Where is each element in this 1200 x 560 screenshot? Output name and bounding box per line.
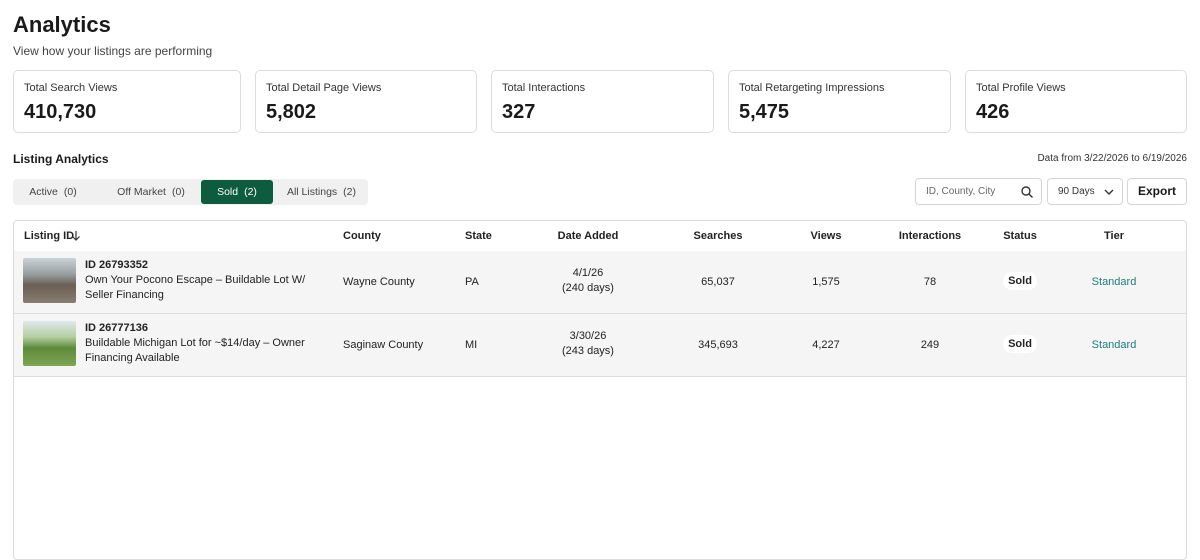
tab[interactable]: All Listings (2) [275,179,368,205]
table-row: ID 26793352 Own Your Pocono Escape – Buil… [14,251,1186,314]
column-header: Status [1003,230,1037,242]
listing-title[interactable]: Own Your Pocono Escape – Buildable Lot W… [85,274,306,301]
tab-label: Off Market [117,186,166,198]
stat-card: Total Interactions 327 [491,70,714,133]
interactions: 78 [923,276,937,288]
county: Saginaw County [343,339,424,351]
state: MI [465,339,478,351]
chevron [1104,189,1114,195]
period-dropdown[interactable]: 90 Days [1047,178,1123,205]
tab[interactable]: Active (0) [13,179,93,205]
status-badge: Sold [1003,335,1037,353]
searches: 345,693 [698,339,738,351]
stat-label: Total Interactions [502,82,586,94]
table-row: ID 26777136 Buildable Michigan Lot for ~$… [14,314,1186,377]
tab-count: (2) [244,186,257,198]
listing-title[interactable]: Buildable Michigan Lot for ~$14/day – Ow… [85,337,305,364]
interactions: 249 [920,339,940,351]
tier-link[interactable]: Standard [1091,339,1137,351]
status-badge: Sold [1003,272,1037,290]
stat-label: Total Retargeting Impressions [739,82,885,94]
stat-value: 426 [976,101,1010,123]
page-subtitle: View how your listings are performing [13,44,213,58]
stat-label: Total Profile Views [976,82,1066,94]
searches: 65,037 [701,276,735,288]
stat-card: Total Search Views 410,730 [13,70,241,133]
search-placeholder: ID, County, City [926,186,996,197]
stat-value: 5,475 [739,101,790,123]
tab-label: All Listings [286,186,338,198]
listing-id[interactable]: ID 26777136 [85,322,148,334]
stat-card: Total Retargeting Impressions 5,475 [728,70,951,133]
search-icon [1021,186,1033,198]
stat-value: 5,802 [266,101,317,123]
views: 4,227 [812,339,840,351]
tab[interactable]: Off Market (0) [103,179,199,205]
analytics-page: Analytics View how your listings are per… [13,12,1187,560]
column-header: State [465,230,492,242]
column-header: Searches [693,230,743,242]
stat-value: 327 [502,101,536,123]
tab-label: Active [29,186,58,198]
county: Wayne County [343,276,415,288]
listing-thumbnail [23,258,76,303]
column-header: Tier [1104,230,1124,242]
column-header: County [343,230,381,242]
column-header: Interactions [898,230,962,242]
tab-count: (0) [171,186,185,198]
section-title: Listing Analytics [13,152,109,166]
stat-card: Total Profile Views 426 [965,70,1187,133]
tier-link[interactable]: Standard [1091,276,1137,288]
stat-value: 410,730 [24,101,97,123]
days-listed: (243 days) [562,345,614,357]
date-added: 4/1/26 [572,267,604,279]
stat-card: Total Detail Page Views 5,802 [255,70,477,133]
date-range: Data from 3/22/2026 to 6/19/2026 [1037,153,1187,164]
stat-label: Total Detail Page Views [266,82,382,94]
stat-label: Total Search Views [24,82,118,94]
tab[interactable]: Sold (2) [201,180,273,204]
tab-count: (2) [343,186,357,198]
listing-table: Listing ID County State Date Added Searches V… [13,220,1187,560]
page-title: Analytics [13,12,111,37]
days-listed: (240 days) [562,282,614,294]
views: 1,575 [812,276,840,288]
state: PA [465,276,479,288]
tab-count: (0) [63,186,77,198]
sort-icon[interactable] [71,230,81,241]
date-added: 3/30/26 [569,330,607,342]
period-label: 90 Days [1058,186,1095,197]
export-button[interactable]: Export [1127,178,1187,205]
column-header: Date Added [557,230,619,242]
search-box[interactable]: ID, County, City [915,178,1042,205]
column-header[interactable]: Listing ID [24,230,75,242]
column-header: Views [810,230,842,242]
tab-label: Sold [217,186,239,198]
listing-id[interactable]: ID 26793352 [85,259,148,271]
listing-thumbnail [23,321,76,366]
tab-bar: Active (0) Off Market (0) Sold (2) All Listing… [13,179,368,205]
